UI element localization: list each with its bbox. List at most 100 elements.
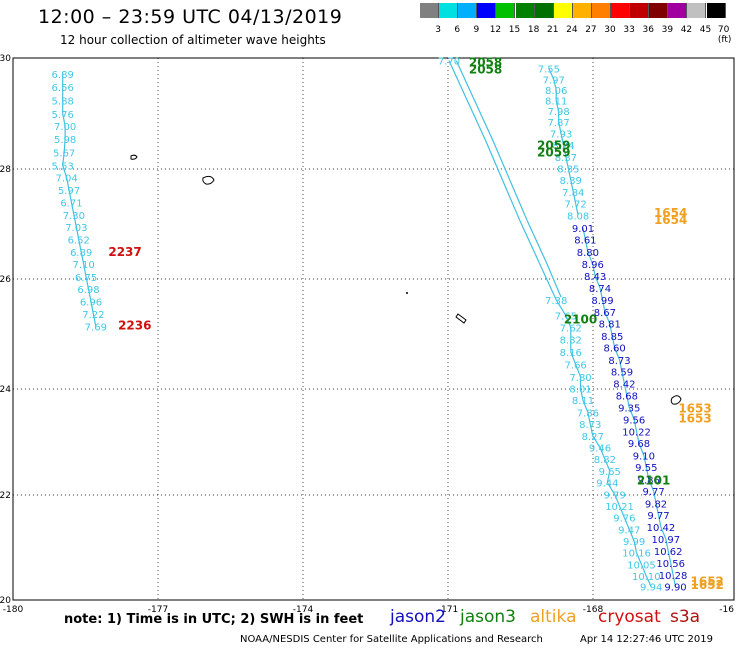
track-segment: [665, 538, 669, 552]
legend-item-altika: altika: [530, 607, 577, 627]
wave-height-label: 8.85: [601, 332, 623, 343]
colorbar-swatch: [534, 3, 554, 18]
wave-height-label: 9.90: [664, 583, 686, 594]
page-subtitle: 12 hour collection of altimeter wave hei…: [60, 33, 326, 47]
colorbar-swatch: [458, 3, 478, 18]
colorbar-label: 21: [547, 25, 559, 35]
track-segment: [638, 443, 645, 456]
track-segment: [565, 315, 572, 328]
colorbar-swatch: [572, 3, 592, 18]
track-segment: [609, 323, 613, 337]
track-segment: [640, 564, 647, 577]
track-segment: [633, 419, 638, 432]
wave-height-label: 5.97: [58, 186, 80, 197]
colorbar-label: 70 (ft): [717, 25, 732, 45]
track-segment: [645, 575, 652, 587]
y-tick-label: 24: [0, 385, 11, 395]
wave-height-label: 5.67: [53, 149, 75, 160]
colorbar-swatch: [591, 3, 611, 18]
wave-height-label: 7.86: [577, 408, 599, 419]
track-segment: [587, 412, 591, 425]
colorbar-label: 12: [489, 25, 502, 35]
track-segment: [73, 214, 77, 228]
track-segment: [653, 490, 657, 504]
wave-height-label: 9.35: [618, 404, 640, 415]
wave-height-label: 7.80: [569, 373, 591, 384]
wave-height-label: 7.04: [55, 174, 77, 185]
x-tick-label: -171: [438, 605, 458, 615]
wave-height-label: 6.75: [75, 273, 97, 284]
colorbar-swatch: [477, 3, 497, 18]
wave-height-label: 9.46: [589, 443, 611, 454]
track-segment: [87, 289, 92, 302]
wave-height-label: 9.56: [623, 415, 645, 426]
pass-time-label: 1652: [691, 574, 724, 588]
y-tick-label: 20: [0, 596, 11, 606]
track-segment: [601, 299, 606, 313]
wave-height-label: 10.22: [622, 428, 651, 439]
track-segment: [553, 79, 557, 91]
wave-height-label: 9.76: [613, 514, 635, 525]
track-segment: [484, 140, 504, 181]
track-segment: [70, 202, 75, 215]
colorbar-label: 45: [699, 25, 712, 35]
track-segment: [548, 68, 555, 80]
wave-height-label: 7.98: [547, 107, 569, 118]
pass-time-label: 2101: [637, 473, 670, 487]
track-segment: [78, 239, 82, 253]
colorbar-label: 24: [566, 25, 578, 35]
track-segment: [545, 262, 562, 298]
track-segment: [604, 311, 611, 324]
colorbar-swatch: [668, 3, 688, 18]
track-segment: [526, 219, 547, 263]
generation-timestamp: Apr 14 12:27:46 UTC 2019: [580, 634, 713, 645]
wave-height-label: 9.77: [647, 511, 669, 522]
pass-time-label: 2237: [108, 245, 141, 259]
track-segment: [648, 479, 655, 492]
legend-item-s3a: s3a: [670, 607, 701, 627]
wave-height-label: 8.68: [616, 391, 638, 402]
track-segment: [62, 165, 68, 178]
legend-item-cryosat: cryosat: [598, 607, 661, 627]
wave-height-label: 10.05: [627, 560, 656, 571]
track-segment: [579, 388, 584, 401]
track-segment: [614, 347, 621, 361]
wave-height-label: 8.08: [567, 211, 589, 222]
wave-height-label: 9.65: [599, 467, 621, 478]
track-segment: [455, 60, 474, 99]
wave-height-label: 10.62: [654, 547, 683, 558]
track-segment: [660, 526, 667, 540]
track-segment: [575, 203, 579, 216]
island-outlines: [130, 154, 682, 405]
wave-height-label: 9.79: [604, 490, 626, 501]
colorbar-label: 39: [661, 25, 674, 35]
wave-height-label: 5.76: [52, 110, 74, 121]
wave-height-label: 8.11: [545, 97, 567, 108]
track-segment: [92, 314, 97, 327]
track-segment: [65, 177, 70, 190]
pass-time-label: 2236: [118, 318, 151, 332]
track-segment: [555, 100, 560, 112]
colorbar-label: 33: [623, 25, 635, 35]
track-segment: [80, 251, 85, 265]
track-segment: [672, 574, 677, 587]
wave-height-label: 6.52: [68, 236, 90, 247]
track-segment: [657, 514, 662, 528]
wave-height-label: 7.87: [547, 118, 569, 129]
wave-height-label: 6.98: [77, 285, 99, 296]
x-tick-label: -177: [148, 605, 168, 615]
wave-height-label: 7.93: [550, 129, 572, 140]
track-segment: [570, 180, 574, 193]
wave-height-label: 9.01: [572, 224, 594, 235]
track-segment: [519, 219, 540, 263]
island-outline: [670, 395, 682, 405]
wave-height-label: 8.35: [557, 165, 579, 176]
island-outline: [130, 154, 138, 160]
colorbar-label: 6: [454, 25, 461, 35]
colorbar-label: 9: [473, 25, 480, 35]
wave-height-label: 7.22: [82, 310, 104, 321]
wave-height-label: 9.47: [618, 525, 640, 536]
x-tick-label: -168: [583, 605, 604, 615]
track-segment: [667, 550, 672, 563]
